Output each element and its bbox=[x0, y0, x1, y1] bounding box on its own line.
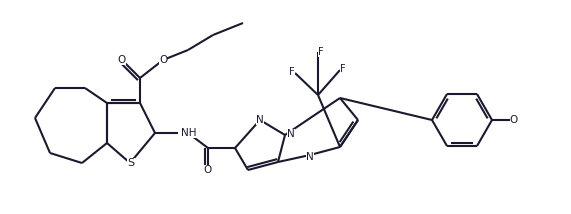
Text: NH: NH bbox=[181, 128, 196, 138]
Text: F: F bbox=[289, 67, 295, 77]
Text: F: F bbox=[340, 64, 346, 74]
Text: O: O bbox=[118, 55, 126, 65]
Text: F: F bbox=[318, 47, 324, 57]
Text: N: N bbox=[287, 129, 295, 139]
Text: O: O bbox=[510, 115, 518, 125]
Text: N: N bbox=[256, 115, 264, 125]
Text: S: S bbox=[127, 158, 135, 168]
Text: O: O bbox=[159, 55, 167, 65]
Text: N: N bbox=[306, 152, 314, 162]
Text: O: O bbox=[204, 165, 212, 175]
